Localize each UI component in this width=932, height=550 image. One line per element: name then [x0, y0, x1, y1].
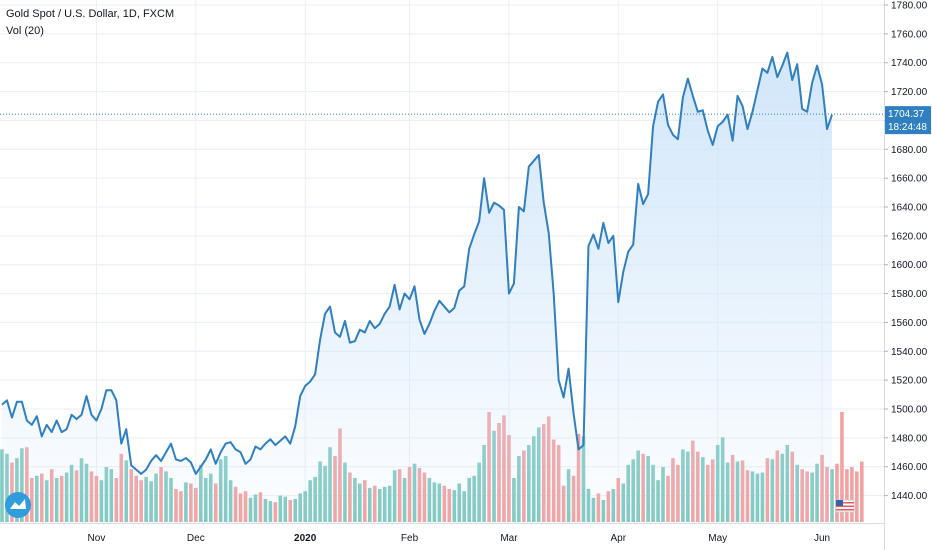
price-tick-label: 1520.00 — [891, 376, 928, 387]
price-tick-label: 1540.00 — [891, 347, 928, 358]
price-tick-label: 1580.00 — [891, 289, 928, 300]
time-tick-label: 2020 — [294, 533, 317, 544]
time-tick-label: Feb — [401, 533, 419, 544]
volume-bar — [835, 463, 839, 522]
time-tick-label: May — [708, 533, 727, 544]
price-tick-label: 1560.00 — [891, 318, 928, 329]
time-tick-label: Jun — [814, 533, 830, 544]
price-line — [1, 51, 833, 475]
volume-bar — [0, 449, 4, 522]
price-tick-label: 1740.00 — [891, 58, 928, 69]
time-tick-label: Apr — [611, 533, 627, 544]
price-tick-label: 1500.00 — [891, 405, 928, 416]
price-tick-label: 1760.00 — [891, 29, 928, 40]
price-tick-label: 1660.00 — [891, 174, 928, 185]
time-axis[interactable]: Nov Dec 2020 Feb Mar Apr May Jun — [0, 523, 884, 545]
volume-indicator-label[interactable]: Vol (20) — [6, 25, 44, 37]
time-tick-label: Dec — [187, 533, 205, 544]
logo-mountain-icon — [10, 499, 26, 509]
volume-bar — [840, 412, 844, 522]
time-tick-label: Nov — [88, 533, 106, 544]
volume-bar — [845, 469, 849, 522]
price-tick-label: 1780.00 — [891, 1, 928, 12]
current-price-label: 1704.37 — [888, 109, 925, 120]
price-tick-label: 1460.00 — [891, 462, 928, 473]
price-axis[interactable]: 1440.00 1460.00 1480.00 1500.00 1520.00 1540.… — [884, 1, 928, 503]
price-tick-label: 1440.00 — [891, 491, 928, 502]
price-tick-label: 1640.00 — [891, 203, 928, 214]
price-tick-label: 1480.00 — [891, 433, 928, 444]
tradingview-logo[interactable] — [5, 492, 31, 518]
current-price-badge-bg — [885, 106, 931, 135]
volume-bar — [855, 471, 859, 522]
price-tick-label: 1600.00 — [891, 260, 928, 271]
price-tick-label: 1720.00 — [891, 87, 928, 98]
price-area-fill — [2, 52, 832, 523]
chart-title: Gold Spot / U.S. Dollar, 1D, FXCM — [6, 8, 174, 20]
current-price-badge: 1704.37 18:24:48 — [885, 106, 931, 135]
time-tick-label: Mar — [500, 533, 518, 544]
countdown-label: 18:24:48 — [888, 122, 927, 133]
price-tick-label: 1620.00 — [891, 231, 928, 242]
flag-icon — [835, 499, 855, 513]
price-tick-label: 1680.00 — [891, 145, 928, 156]
volume-bar — [850, 467, 854, 522]
volume-bar — [860, 461, 864, 522]
